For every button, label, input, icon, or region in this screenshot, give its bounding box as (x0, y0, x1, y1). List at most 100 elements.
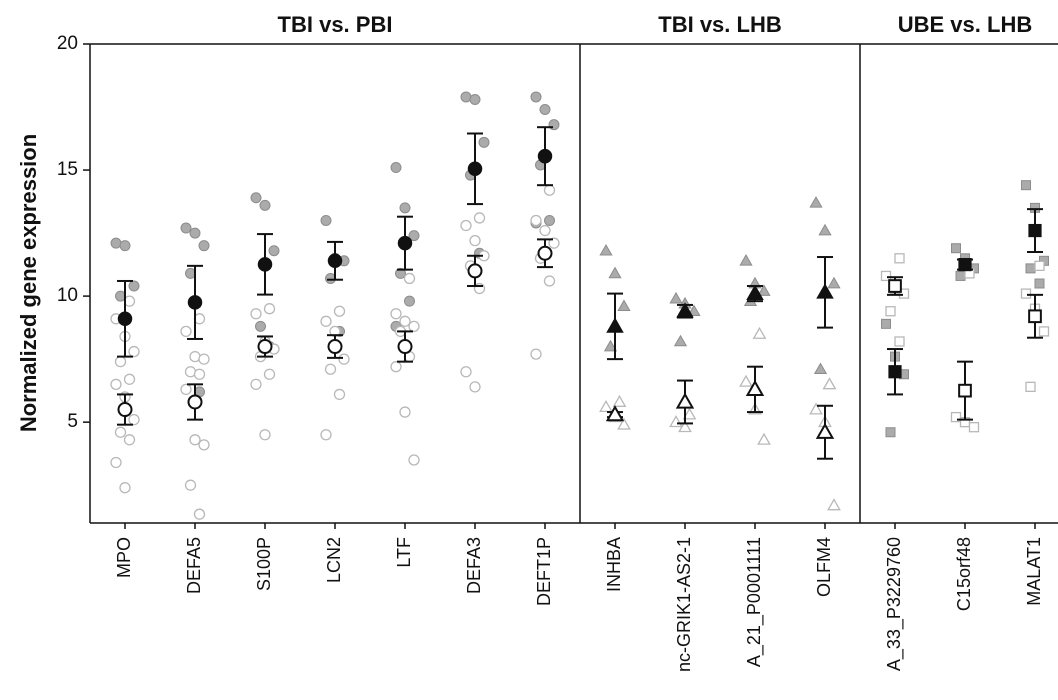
data-point (263, 303, 276, 315)
data-point (881, 318, 891, 329)
data-point (673, 334, 688, 347)
data-point (885, 427, 896, 438)
mean-marker (327, 253, 343, 269)
mean-marker (888, 365, 902, 379)
mean-marker (187, 295, 203, 310)
data-point (263, 368, 276, 380)
data-point (128, 413, 140, 426)
mean-marker (397, 235, 413, 251)
y-axis-label: Normalized gene expression (16, 134, 41, 432)
data-point (119, 240, 131, 252)
data-point (390, 308, 402, 320)
y-tick-label: 15 (57, 159, 78, 180)
data-point (259, 199, 271, 211)
x-tick-label: INHBA (604, 537, 624, 592)
x-tick-label: nc-GRIK1-AS2-1 (674, 537, 694, 672)
data-point (460, 91, 472, 103)
mean-marker (467, 263, 483, 279)
data-point (682, 407, 697, 420)
data-point (114, 426, 127, 438)
x-tick-label: C15orf48 (954, 537, 974, 611)
data-point (184, 479, 197, 491)
data-point (894, 253, 905, 264)
data-point (827, 276, 841, 289)
data-point (404, 295, 415, 307)
y-tick-label: 20 (57, 33, 78, 54)
mean-marker (467, 161, 483, 177)
data-point (399, 406, 411, 418)
data-point (1034, 278, 1045, 289)
data-point (268, 245, 280, 257)
data-point (333, 388, 346, 401)
data-point (543, 275, 556, 287)
data-point (898, 288, 910, 299)
data-point (259, 429, 271, 441)
data-point (612, 394, 627, 407)
data-point (193, 508, 206, 520)
data-point (530, 91, 542, 103)
data-point (255, 320, 266, 332)
data-point (1038, 326, 1050, 337)
data-point (894, 336, 905, 347)
data-point (617, 417, 631, 430)
data-point (198, 439, 210, 451)
mean-marker (1028, 223, 1042, 238)
mean-marker (257, 339, 273, 355)
data-point (320, 315, 332, 327)
data-point (603, 339, 618, 352)
data-point (250, 378, 262, 390)
data-point (544, 214, 555, 226)
x-tick-label: MALAT1 (1024, 537, 1044, 606)
data-point (403, 272, 416, 285)
x-tick-label: LCN2 (324, 537, 344, 583)
data-point (599, 243, 613, 256)
data-point (757, 284, 771, 296)
data-point (320, 429, 332, 441)
mean-marker (815, 422, 835, 439)
mean-marker (816, 283, 834, 299)
mean-marker (117, 402, 133, 418)
mean-marker (257, 257, 273, 272)
data-point (114, 356, 127, 368)
mean-marker (537, 148, 553, 164)
data-point (669, 291, 683, 304)
mean-marker (888, 279, 902, 293)
x-tick-label: DEFA5 (184, 537, 204, 594)
mean-marker (327, 339, 343, 355)
data-point (189, 227, 201, 239)
mean-marker (676, 302, 694, 318)
x-tick-label: A_33_P3229760 (884, 537, 905, 671)
data-point (324, 363, 337, 375)
panel-title: TBI vs. PBI (278, 12, 393, 37)
data-point (473, 212, 486, 224)
mean-marker (958, 257, 972, 272)
data-point (250, 192, 262, 204)
data-point (399, 202, 411, 214)
x-tick-label: DEFA3 (464, 537, 484, 594)
data-point (599, 399, 613, 412)
data-point (189, 434, 201, 446)
mean-marker (958, 383, 972, 398)
data-point (193, 368, 206, 380)
data-point (822, 377, 837, 390)
data-point (885, 306, 896, 317)
data-point (338, 353, 350, 365)
y-tick-label: 10 (57, 285, 78, 306)
mean-marker (187, 394, 203, 410)
data-point (478, 136, 490, 148)
data-point (951, 243, 961, 254)
data-point (1025, 263, 1036, 274)
data-point (678, 420, 692, 433)
data-point (1021, 180, 1031, 191)
data-point (617, 299, 631, 312)
x-tick-label: MPO (114, 537, 134, 578)
data-point (539, 104, 551, 116)
mean-marker (606, 317, 624, 333)
data-point (198, 240, 210, 252)
data-point (123, 373, 136, 385)
data-point (530, 214, 542, 227)
data-point (739, 254, 753, 266)
data-point (809, 402, 823, 415)
mean-marker (605, 405, 625, 422)
